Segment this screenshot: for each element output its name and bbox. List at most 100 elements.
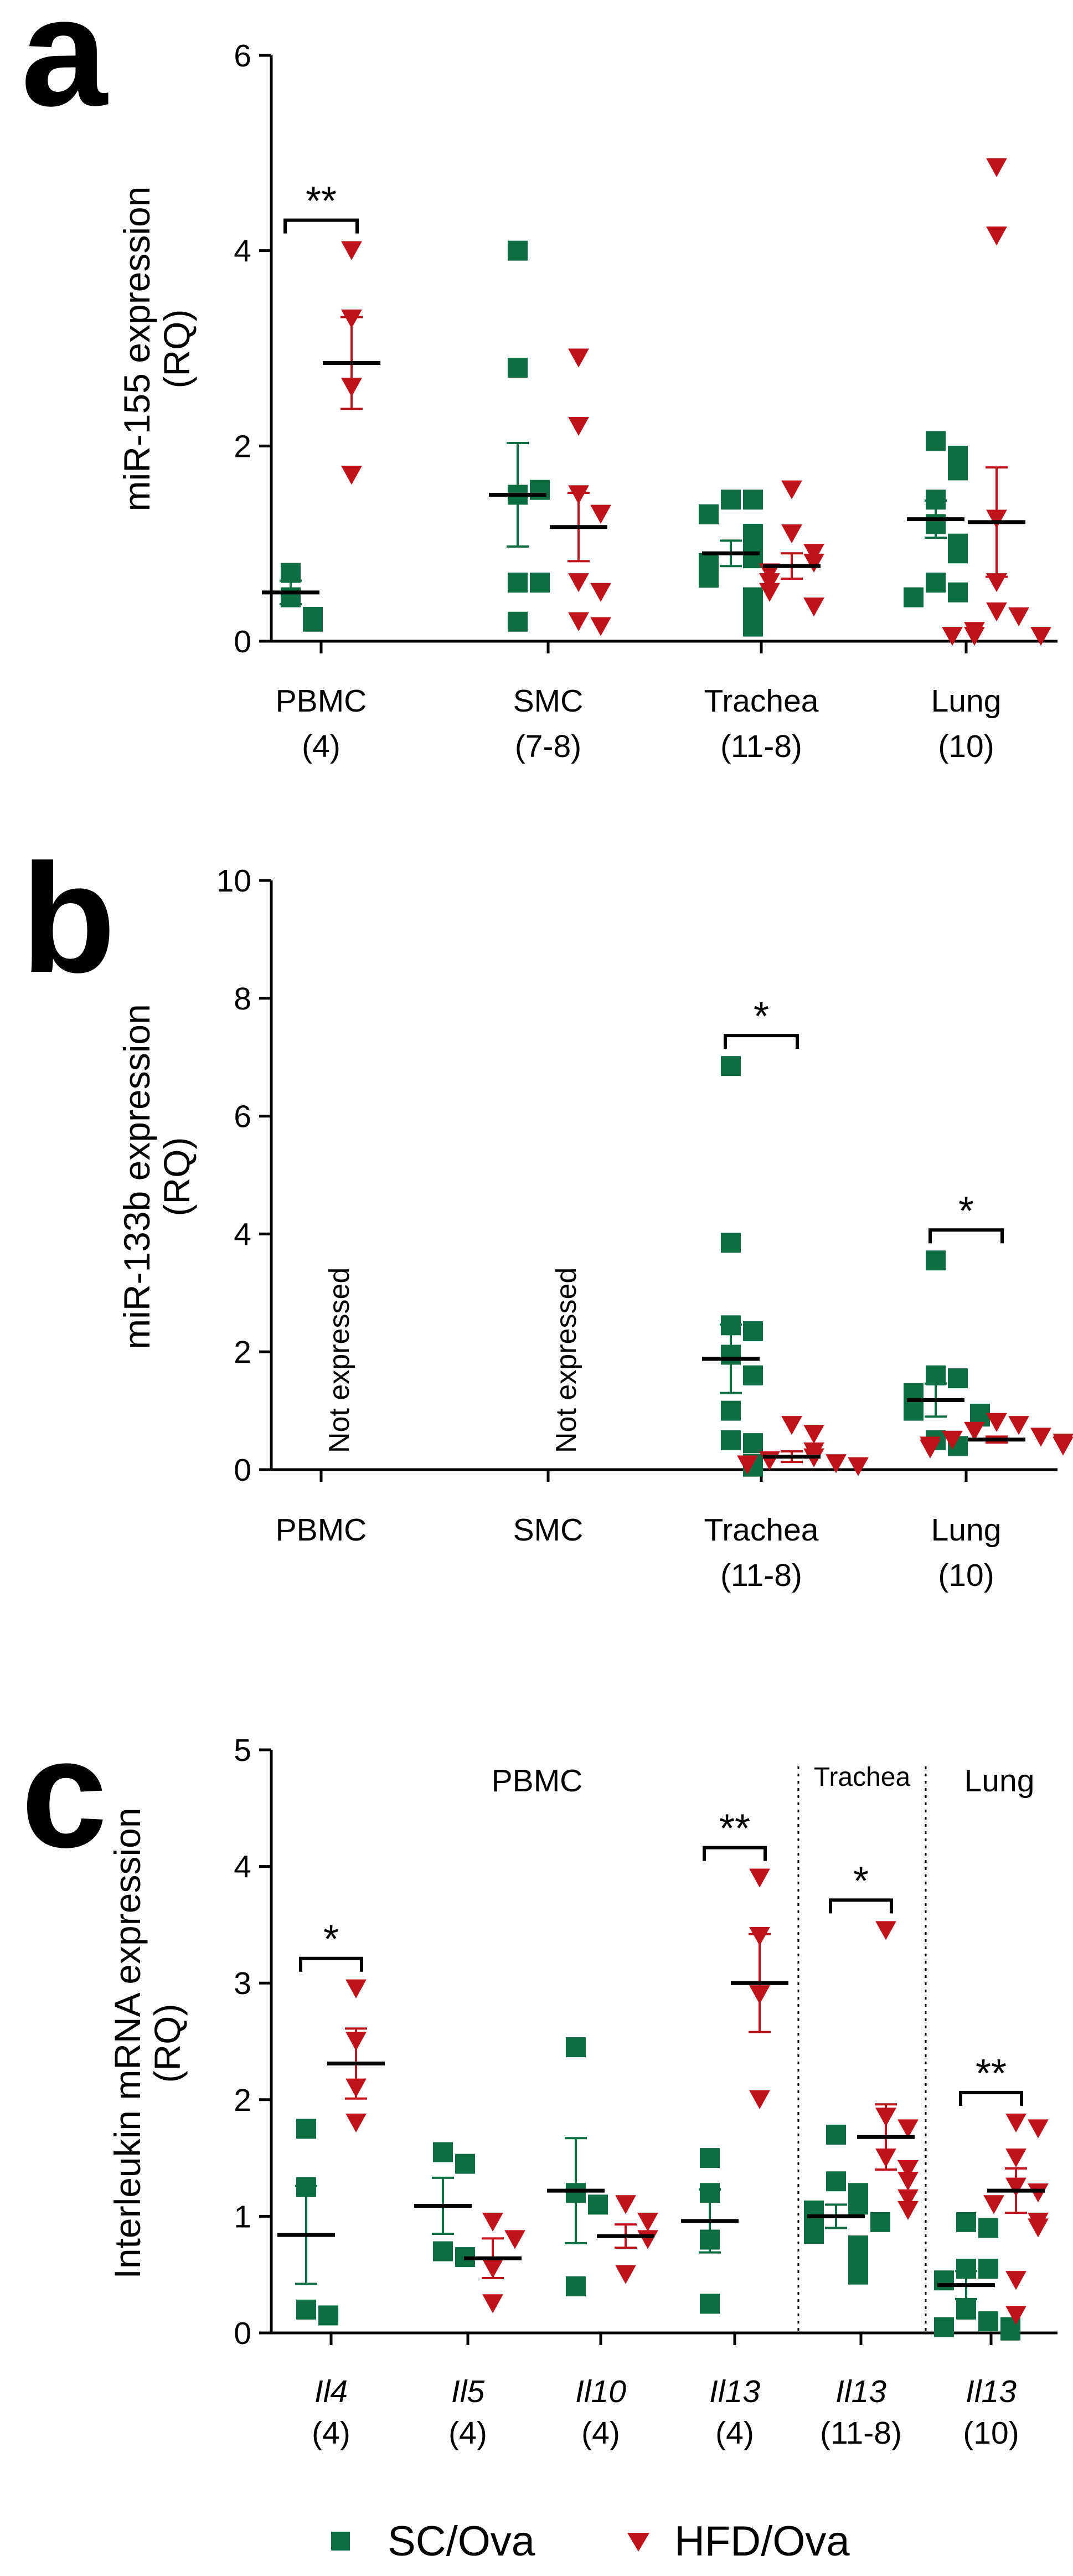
sc-data-point: [588, 2194, 608, 2215]
hfd-data-point: [759, 563, 780, 583]
hfd-data-point: [897, 2201, 919, 2220]
hfd-data-point: [781, 480, 802, 499]
significance-bracket: [703, 1846, 767, 1861]
y-tick-label: 0: [234, 624, 251, 660]
hfd-data-point: [920, 1439, 941, 1459]
x-tick-sample-size: (10): [938, 729, 994, 764]
hfd-points-group: [942, 158, 1051, 646]
data-group: Trachea (11-8): [699, 480, 824, 764]
hfd-data-point: [345, 1979, 367, 1998]
data-group: Il13 (11-8) *: [804, 1859, 919, 2451]
data-group: Lung (10) *: [904, 1189, 1073, 1593]
x-tick-label: Il13: [835, 2374, 886, 2409]
data-group: PBMC (4) **: [262, 179, 380, 764]
hfd-points-group: [615, 2195, 658, 2284]
sc-data-point: [934, 2270, 954, 2291]
x-tick-sample-size: (4): [302, 729, 341, 764]
y-axis-label: miR-155 expression: [116, 187, 157, 512]
significance-stars: **: [976, 2052, 1007, 2096]
hfd-data-point: [964, 627, 985, 646]
sc-data-point: [455, 2153, 475, 2174]
x-tick-sample-size: (11-8): [720, 729, 802, 764]
hfd-data-point: [942, 627, 963, 646]
sc-data-point: [804, 2223, 824, 2244]
sc-data-point: [433, 2241, 453, 2261]
significance-stars: **: [306, 179, 337, 224]
sc-data-point: [721, 1400, 741, 1421]
sc-data-point: [296, 2299, 316, 2320]
sc-points-group: [281, 563, 323, 632]
y-tick-label: 3: [234, 1966, 251, 2001]
hfd-data-point: [341, 466, 362, 485]
sc-data-point: [948, 1368, 968, 1389]
hfd-data-point: [964, 1421, 985, 1441]
significance-bracket: [928, 1228, 1004, 1244]
x-tick-label: Il13: [709, 2374, 760, 2409]
sc-data-point: [566, 2276, 586, 2296]
panel-letter: b: [21, 832, 116, 1005]
sc-data-point: [948, 582, 968, 602]
hfd-data-point: [1053, 1436, 1073, 1456]
sc-data-point: [318, 2305, 338, 2326]
hfd-data-point: [1008, 1416, 1029, 1435]
panel-letter: c: [21, 1707, 107, 1880]
hfd-data-point: [897, 2119, 919, 2139]
not-expressed-note: Not expressed: [323, 1268, 355, 1453]
sc-points-group: [934, 2212, 1020, 2341]
y-axis-label-unit: (RQ): [147, 2004, 188, 2083]
hfd-data-point: [986, 573, 1007, 593]
x-tick-sample-size: (7-8): [515, 729, 581, 764]
y-axis-label: miR-133b expression: [116, 1004, 157, 1349]
hfd-data-point: [590, 617, 611, 636]
y-axis-label-unit: (RQ): [156, 310, 197, 389]
hfd-data-point: [781, 1416, 802, 1435]
sc-data-point: [296, 2119, 316, 2139]
hfd-data-point: [1030, 1428, 1051, 1447]
sc-points-group: [699, 490, 763, 637]
sc-data-point: [1000, 2320, 1020, 2341]
hfd-data-point: [1005, 2113, 1026, 2133]
hfd-data-point: [590, 583, 611, 602]
hfd-data-point: [986, 1413, 1007, 1432]
x-tick-label: PBMC: [276, 1512, 367, 1548]
sc-data-point: [848, 2264, 868, 2285]
x-tick-label: SMC: [513, 683, 584, 719]
x-tick-label: Il13: [966, 2374, 1017, 2409]
hfd-data-point: [1030, 627, 1051, 646]
hfd-data-point: [781, 524, 802, 544]
sc-data-point: [926, 1250, 946, 1271]
hfd-data-point: [568, 612, 589, 631]
sc-data-point: [433, 2142, 453, 2162]
legend-hfd-marker: [627, 2533, 649, 2552]
hfd-data-point: [568, 416, 589, 436]
panel-c: c 0 1 2 3 4 5 Interleukin mRNA expression(RQ) Il…: [21, 1707, 1057, 2451]
significance-bracket: [283, 218, 359, 234]
data-group: Trachea (11-8) *: [702, 995, 869, 1593]
sc-data-point: [508, 240, 528, 261]
hfd-data-point: [986, 158, 1007, 177]
sc-data-point: [530, 480, 550, 500]
legend-sc-marker: [331, 2532, 350, 2551]
sc-data-point: [956, 2299, 976, 2320]
y-tick-label: 0: [234, 1452, 251, 1488]
x-tick-label: PBMC: [276, 683, 367, 719]
sc-data-point: [743, 616, 763, 637]
data-group: Il13 (4) **: [681, 1807, 788, 2451]
sc-data-point: [700, 2294, 720, 2314]
sc-data-point: [303, 611, 323, 632]
sc-data-point: [948, 460, 968, 481]
sc-data-point: [978, 2259, 998, 2279]
hfd-data-point: [1028, 2183, 1049, 2203]
significance-bracket: [829, 1898, 893, 1914]
sc-data-point: [926, 431, 946, 451]
x-tick-label: Il5: [451, 2374, 485, 2409]
panel-b: b 0 2 4 6 8 10 miR-133b expression(RQ) PBMC Not e…: [21, 832, 1073, 1593]
panel-a: a 0 2 4 6 miR-155 expression(RQ) PBMC (4) ** SMC (…: [21, 0, 1057, 764]
x-tick-sample-size: (4): [715, 2415, 754, 2451]
section-label-trachea: Trachea: [814, 1763, 911, 1792]
sc-data-point: [721, 490, 741, 510]
y-tick-label: 0: [234, 2316, 251, 2351]
sc-data-point: [281, 563, 301, 583]
data-group: Lung (10): [904, 158, 1051, 764]
sc-data-point: [700, 2148, 720, 2168]
